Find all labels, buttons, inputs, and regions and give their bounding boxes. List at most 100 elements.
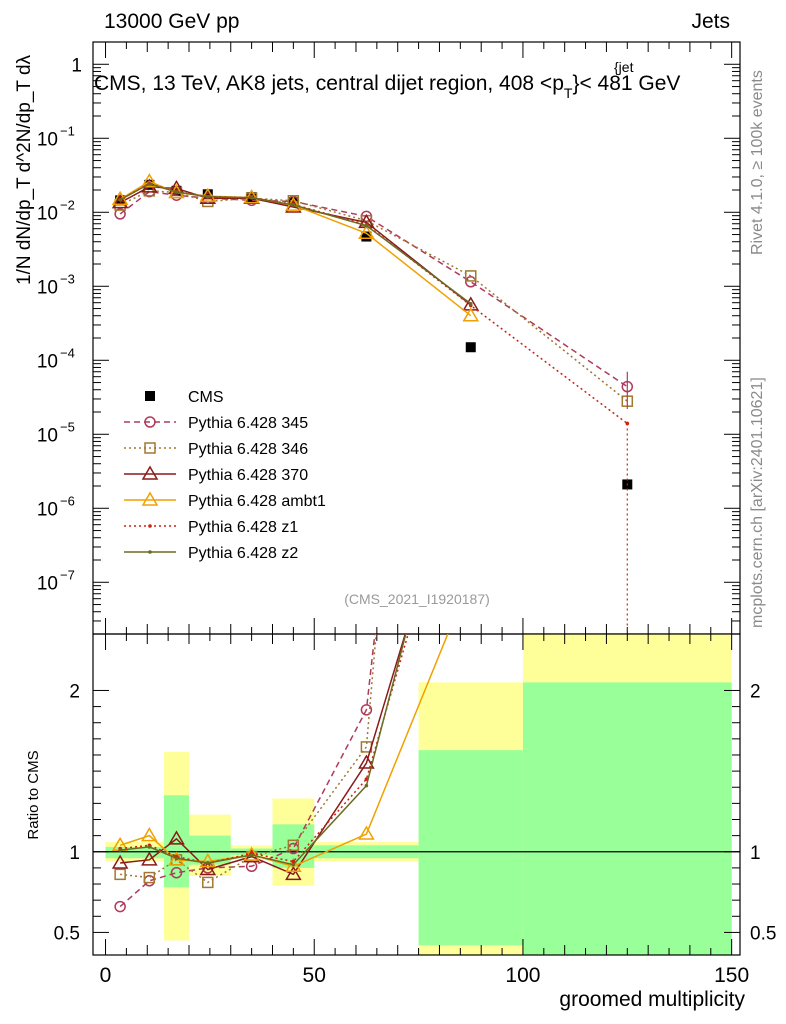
x-axis-label: groomed multiplicity [559,988,745,1011]
ratio-point-pythia-6-428-346-0 [114,868,126,881]
main-ytick-label-6: 10 [37,499,58,520]
series-line-pythia-6-428-z2 [119,183,472,305]
legend-label-pythia-6-428-ambt1: Pythia 6.428 ambt1 [188,493,326,510]
header-right: Jets [691,10,730,33]
ratio-xtick-label-0: 0 [100,964,112,987]
ratio-ytick-label-right-0: 0.5 [750,923,776,944]
point-pythia-6-428-z2-3 [205,194,210,199]
series-line-pythia-6-428-345 [119,190,628,388]
ratio-xtick-label-1: 50 [303,964,326,987]
ratio-xtick-label-2: 100 [505,964,540,987]
point-pythia-6-428-346-1 [143,185,156,197]
legend-label-pythia-6-428-370: Pythia 6.428 370 [188,467,308,484]
point-pythia-6-428-ambt1-4 [243,189,260,204]
ratio-ytick-label-right-1: 1 [750,843,761,864]
ratio-point-pythia-6-428-z2-2 [174,856,179,861]
ratio-xtick-label-3: 150 [714,964,749,987]
ratio-line-pythia-6-428-370 [120,634,407,876]
ratio-point-pythia-6-428-ambt1-3 [199,852,217,868]
ratio-point-pythia-6-428-370-2 [168,830,185,845]
ratio-frame [92,633,741,956]
main-ylabel: 1/N dN/dp_T d^2N/dp_T dλ [14,54,35,285]
main-panel: 110−110−210−310−410−510−610−7 [37,41,741,635]
main-ytick-label-0: 1 [71,55,82,76]
ratio-point-pythia-6-428-ambt1-6 [358,825,375,840]
main-ytick-exp-7: −7 [60,567,75,582]
legend-label-pythia-6-428-345: Pythia 6.428 345 [188,415,308,432]
legend-marker-pythia-6-428-346 [144,442,156,454]
legend-label-cms: CMS [188,389,224,406]
ratio-point-pythia-6-428-345-0 [114,900,126,913]
plot-title-main: CMS, 13 TeV, AK8 jets, central dijet reg… [94,72,564,95]
ratio-point-pythia-6-428-ambt1-1 [141,827,158,842]
point-pythia-6-428-z2-1 [147,182,152,186]
ratio-band-green-1 [163,795,190,888]
ratio-point-pythia-6-428-z2-4 [249,853,254,857]
main-ytick-exp-1: −1 [60,123,75,138]
series-line-pythia-6-428-z1 [119,182,628,425]
plot-title: CMS, 13 TeV, AK8 jets, central dijet reg… [94,72,680,101]
ratio-point-pythia-6-428-z2-3 [205,861,210,865]
legend-marker-pythia-6-428-345 [144,416,156,428]
legend-label-pythia-6-428-z2: Pythia 6.428 z2 [188,545,298,562]
ratio-point-pythia-6-428-z1-5 [291,859,296,864]
point-pythia-6-428-ambt1-3 [199,187,217,202]
ratio-point-pythia-6-428-ambt1-4 [243,846,260,861]
series-line-pythia-6-428-346 [119,190,628,402]
ratio-point-pythia-6-428-345-6 [360,704,373,716]
side-label-top: Rivet 4.1.0, ≥ 100k events [749,70,766,255]
header-left: 13000 GeV pp [104,10,239,33]
ratio-data [111,634,449,913]
point-pythia-6-428-ambt1-1 [141,173,158,188]
point-pythia-6-428-z2-7 [468,301,473,306]
legend-label-pythia-6-428-z1: Pythia 6.428 z1 [188,519,298,536]
ratio-band-green-0 [105,846,164,859]
plot-title-tail: }< 481 GeV [572,72,680,95]
point-cms-6 [361,231,372,242]
point-cms-7 [465,342,476,353]
main-ytick-label-2: 10 [37,203,58,224]
ratio-point-pythia-6-428-z2-0 [118,848,122,852]
main-ytick-label-3: 10 [37,277,58,298]
main-ytick-exp-3: −3 [60,271,75,286]
legend-marker-pythia-6-428-ambt1 [141,491,159,506]
point-pythia-6-428-z2-4 [249,195,254,200]
plot-title-sub: T [564,85,573,101]
point-pythia-6-428-345-0 [114,208,126,220]
side-label-bottom: mcplots.cern.ch [arXiv:2401.10621] [749,377,766,628]
ratio-point-pythia-6-428-370-3 [199,861,217,876]
legend-marker-pythia-6-428-z1 [148,524,152,528]
ratio-ytick-label-2: 2 [69,681,80,702]
main-ylabel-text: 1/N dN/dp_T d^2N/dp_T dλ [14,54,35,285]
legend-marker-pythia-6-428-z2 [148,550,152,554]
ratio-line-pythia-6-428-z2 [120,634,407,866]
ratio-point-pythia-6-428-346-1 [143,871,156,884]
main-ytick-exp-4: −4 [60,345,75,360]
main-ytick-label-1: 10 [37,129,58,150]
legend: CMS Pythia 6.428 345 Pythia 6.428 346 Pythi… [124,389,326,562]
main-data [111,173,634,634]
main-ytick-exp-2: −2 [60,197,75,212]
ratio-point-pythia-6-428-ambt1-5 [285,857,302,873]
main-ytick-exp-6: −6 [60,493,75,508]
ratio-point-pythia-6-428-370-6 [358,754,375,769]
point-pythia-6-428-345-7 [465,276,477,288]
point-pythia-6-428-z2-6 [364,223,369,228]
ratio-point-pythia-6-428-345-2 [170,866,183,879]
point-cms-3 [202,189,213,200]
ratio-point-pythia-6-428-370-0 [111,854,129,869]
ratio-point-pythia-6-428-346-5 [287,839,300,852]
point-pythia-6-428-ambt1-6 [358,224,375,240]
ratio-point-pythia-6-428-370-5 [285,865,302,881]
ratio-line-pythia-6-428-ambt1 [119,634,449,868]
point-pythia-6-428-z2-5 [291,203,296,207]
point-pythia-6-428-z2-2 [174,190,179,194]
point-pythia-6-428-z2-0 [118,198,122,202]
ratio-line-pythia-6-428-345 [119,634,376,908]
ratio-band-green-7 [522,682,732,955]
ref-tag: (CMS_2021_I1920187) [344,591,490,607]
point-pythia-6-428-ambt1-7 [462,307,480,322]
plot-title-sup: {jet [614,59,634,75]
